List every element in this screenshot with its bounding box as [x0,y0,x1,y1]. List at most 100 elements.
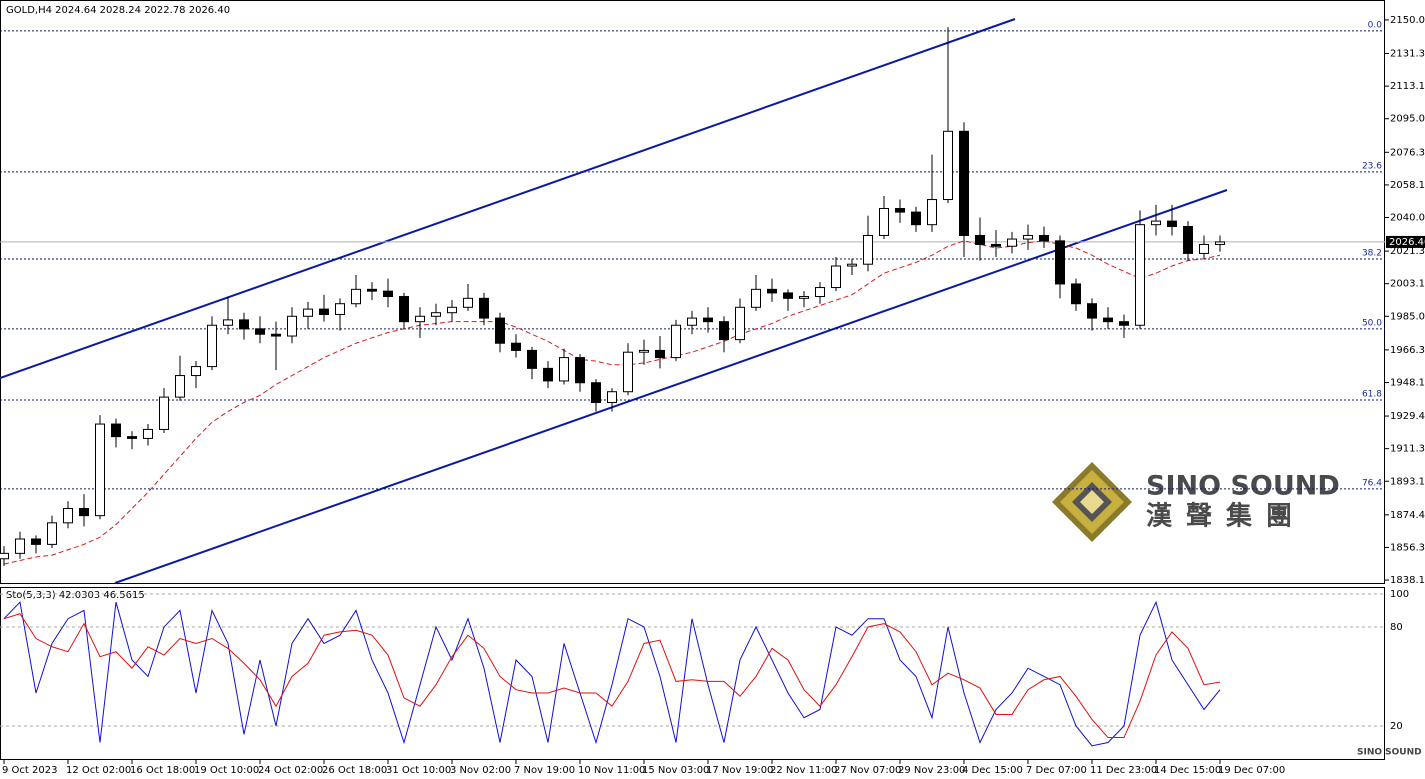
x-tick-label: 29 Nov 23:00 [898,765,965,776]
x-tick-label: 7 Dec 07:00 [1026,765,1087,776]
candle-body [527,349,537,369]
candle-body [975,234,985,245]
candle-body [1215,241,1225,245]
x-tick-label: 24 Oct 02:00 [258,765,323,776]
y-tick-label: 1856.30 [1390,542,1425,553]
candle-body [1151,220,1161,226]
x-tick-label: 22 Nov 11:00 [770,765,837,776]
candle-body [15,538,25,554]
candle-body [575,357,585,384]
candle-body [783,292,793,299]
candle-body [351,288,361,305]
candle-body [383,290,393,298]
candle-body [111,423,121,438]
logo-chinese: 漢聲集團 [1146,501,1306,532]
y-tick-label: 1838.15 [1390,575,1425,586]
candle-body [751,288,761,308]
fib-label: 50.0 [1362,318,1382,328]
x-tick-label: 17 Nov 19:00 [706,765,773,776]
candle-body [959,130,969,236]
candle-body [415,315,425,323]
x-tick-label: 15 Nov 03:00 [642,765,709,776]
candle-body [1087,303,1097,319]
candle-body [63,507,73,524]
candle-body [399,296,409,323]
candle-body [799,296,809,299]
candle-body [1167,220,1177,227]
y-tick-label: 2076.30 [1390,147,1425,158]
candle-body [1199,243,1209,254]
moving-average [3,240,1221,565]
candle-body [863,234,873,265]
watermark: SINO SOUND 漢聲集團 SINO SOUND [1052,462,1422,758]
candle-body [175,375,185,398]
y-tick-label: 2058.15 [1390,180,1425,191]
candle-body [287,315,297,337]
candle-body [623,351,633,393]
candle-body [1007,238,1017,247]
candle-body [719,321,729,341]
x-tick-label: 4 Dec 15:00 [962,765,1023,776]
candle-body [495,317,505,344]
candle-body [271,333,281,337]
candle-body [255,328,265,335]
y-tick-label: 2003.15 [1390,279,1425,290]
y-tick-label: 2095.00 [1390,114,1425,125]
candle-body [479,297,489,319]
logo-small: SINO SOUND [1357,748,1422,758]
candle-body [79,507,89,517]
y-tick-label: 2040.00 [1390,213,1425,224]
candle-body [1023,234,1033,240]
candle-body [671,324,681,359]
y-tick-label: 2131.30 [1390,49,1425,60]
x-tick-label: 3 Nov 02:00 [450,765,511,776]
candle-body [655,349,665,359]
y-tick-label: 100 [1390,589,1409,600]
candle-body [335,303,345,315]
x-tick-label: 26 Oct 18:00 [322,765,387,776]
y-tick-label: 80 [1390,622,1403,633]
y-tick-label: 1948.15 [1390,377,1425,388]
x-tick-label: 10 Nov 11:00 [578,765,645,776]
y-tick-label: 2113.15 [1390,81,1425,92]
candle-body [95,423,105,517]
candle-body [895,208,905,213]
candle-body [607,391,617,403]
y-tick-label: 1966.30 [1390,345,1425,356]
x-tick-label: 7 Nov 19:00 [514,765,575,776]
y-tick-label: 2150.00 [1390,15,1425,26]
candle-body [127,436,137,439]
fib-label: 76.4 [1362,478,1382,488]
y-tick-label: 1893.15 [1390,476,1425,487]
x-tick-label: 19 Dec 07:00 [1218,765,1285,776]
chart-title: GOLD,H4 2024.64 2028.24 2022.78 2026.40 [6,5,230,16]
x-tick-label: 27 Nov 07:00 [834,765,901,776]
candle-body [591,382,601,403]
candle-body [367,288,377,292]
y-tick-label: 1911.30 [1390,444,1425,455]
candle-body [703,317,713,323]
x-tick-label: 11 Dec 23:00 [1090,765,1157,776]
y-tick-label: 1874.45 [1390,510,1425,521]
candle-body [143,428,153,439]
candle-body [943,130,953,201]
y-tick-label: 2021.30 [1390,246,1425,257]
candle-body [927,199,937,226]
x-tick-label: 12 Oct 02:00 [66,765,131,776]
candle-body [223,319,233,326]
candle-body [1135,224,1145,326]
candle-body [1071,283,1081,305]
candle-body [1103,317,1113,323]
candle-body [447,306,457,314]
current-price-box [1386,235,1425,248]
candle-body [319,308,329,315]
candle-body [991,243,1001,247]
candle-body [1055,240,1065,285]
current-price-label: 2026.40 [1389,237,1425,248]
fib-label: 23.6 [1362,161,1382,171]
candle-body [207,324,217,368]
logo-text: SINO SOUND [1146,471,1340,502]
candle-body [559,357,569,382]
stochastic-line [3,600,1221,747]
